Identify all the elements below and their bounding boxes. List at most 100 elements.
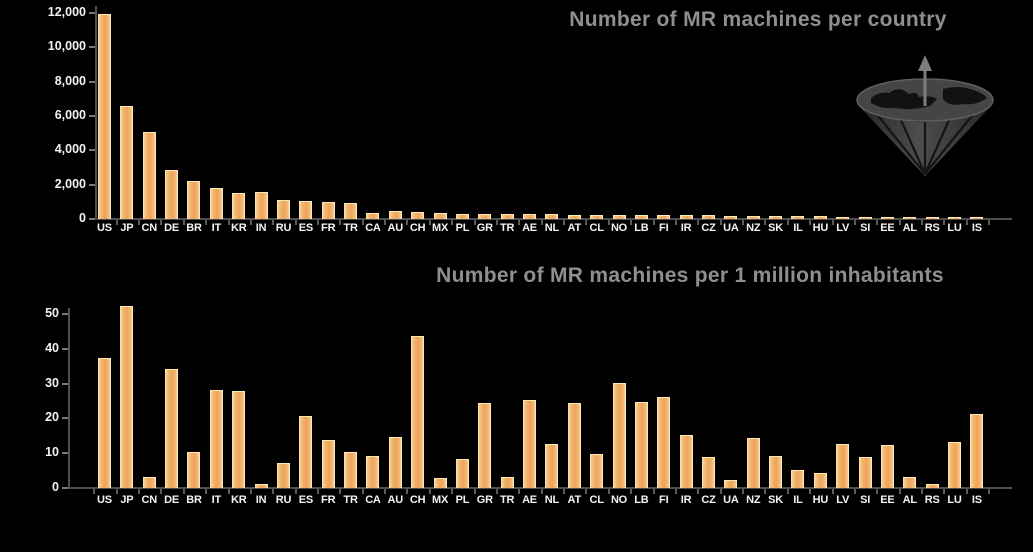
x-axis-line (68, 487, 1012, 489)
x-axis-tick (742, 489, 745, 494)
bar-AE (523, 400, 537, 488)
x-axis-tick (719, 220, 722, 225)
bar-BR (187, 452, 201, 488)
x-axis-tick (876, 489, 879, 494)
bar-DE (165, 368, 179, 488)
x-axis-tick (786, 220, 789, 225)
x-label-CH: CH (409, 494, 426, 506)
bar-PL (455, 213, 469, 219)
bar-LU (948, 217, 962, 219)
y-axis-tick (89, 80, 95, 83)
bar-UA (724, 480, 738, 488)
bar-FR (321, 440, 335, 488)
x-axis-tick (115, 220, 118, 225)
bar-SI (858, 216, 872, 219)
x-axis-tick (93, 489, 96, 494)
x-axis-tick (115, 489, 118, 494)
x-axis-tick (160, 220, 163, 225)
bar-IR (679, 434, 693, 488)
x-axis-tick (786, 489, 789, 494)
x-axis-tick (585, 489, 588, 494)
bar-AL (903, 476, 917, 488)
bar-RU (276, 199, 290, 219)
bar-TR (500, 214, 514, 219)
y-axis-tick (62, 382, 68, 385)
bar-IR (679, 215, 693, 219)
x-label-HU: HU (812, 494, 829, 506)
y-tick-label: 10 (45, 445, 59, 460)
logo-facet-arrows (874, 111, 976, 175)
x-axis-tick (339, 489, 342, 494)
y-axis-tick (89, 149, 95, 152)
bar-LB (634, 401, 648, 488)
y-axis-tick (89, 218, 95, 220)
x-label-PL: PL (455, 494, 470, 506)
x-label-LV: LV (836, 494, 850, 506)
y-axis-tick (62, 487, 68, 489)
logo-continent-west (871, 89, 937, 110)
y-axis-tick (89, 183, 95, 186)
y-tick-label: 20 (45, 410, 59, 425)
x-axis-tick (898, 220, 901, 225)
x-label-BR: BR (186, 222, 202, 234)
x-label-AT: AT (567, 494, 582, 506)
x-label-NL: NL (544, 222, 560, 234)
x-axis-tick (853, 220, 856, 225)
y-tick-label: 4,000 (54, 142, 86, 157)
x-label-MX: MX (431, 494, 449, 506)
y-tick-label: 10,000 (47, 39, 86, 54)
x-axis-tick (652, 489, 655, 494)
x-label-AU: AU (387, 222, 404, 234)
y-axis-tick (62, 313, 68, 315)
chart-title-per-country: Number of MR machines per country (569, 8, 947, 31)
bar-GR (478, 213, 492, 219)
x-axis-tick (965, 220, 968, 225)
x-label-IR: IR (680, 494, 692, 506)
bar-JP (120, 306, 134, 488)
x-axis-tick (518, 220, 521, 225)
x-axis-tick (182, 220, 185, 225)
bar-LV (836, 443, 850, 488)
x-axis-tick (473, 220, 476, 225)
x-label-IN: IN (255, 494, 267, 506)
x-axis-tick (272, 220, 275, 225)
x-label-CL: CL (589, 222, 604, 234)
bar-RU (276, 462, 290, 488)
x-label-DE: DE (164, 222, 180, 234)
bar-MX (433, 478, 447, 488)
x-label-AE: AE (522, 222, 537, 234)
x-label-US: US (97, 222, 112, 234)
x-label-US: US (97, 494, 112, 506)
x-label-TR: TR (500, 222, 515, 234)
x-label-LB: LB (634, 494, 649, 506)
bar-AL (903, 217, 917, 219)
x-label-IR: IR (680, 222, 692, 234)
x-label-ES: ES (298, 494, 313, 506)
bar-MX (433, 213, 447, 219)
x-label-AL: AL (902, 494, 917, 506)
x-label-DE: DE (164, 494, 180, 506)
bar-RS (925, 217, 939, 219)
x-axis-tick (898, 489, 901, 494)
bar-PL (455, 459, 469, 488)
x-label-RU: RU (275, 494, 292, 506)
x-label-LU: LU (947, 494, 962, 506)
x-label-RS: RS (924, 222, 940, 234)
bar-LV (836, 216, 850, 219)
bar-IT (209, 187, 223, 219)
bar-AU (388, 211, 402, 219)
x-axis-tick (272, 489, 275, 494)
bar-CZ (701, 457, 715, 488)
x-axis-tick (317, 489, 319, 494)
x-axis-tick (294, 489, 297, 494)
x-label-UA: UA (723, 494, 739, 506)
x-label-LB: LB (634, 222, 649, 234)
bar-RS (925, 483, 939, 488)
bar-CA (366, 212, 380, 219)
x-label-NL: NL (544, 494, 560, 506)
x-label-KR: KR (230, 494, 247, 506)
y-tick-label: 0 (52, 480, 59, 494)
